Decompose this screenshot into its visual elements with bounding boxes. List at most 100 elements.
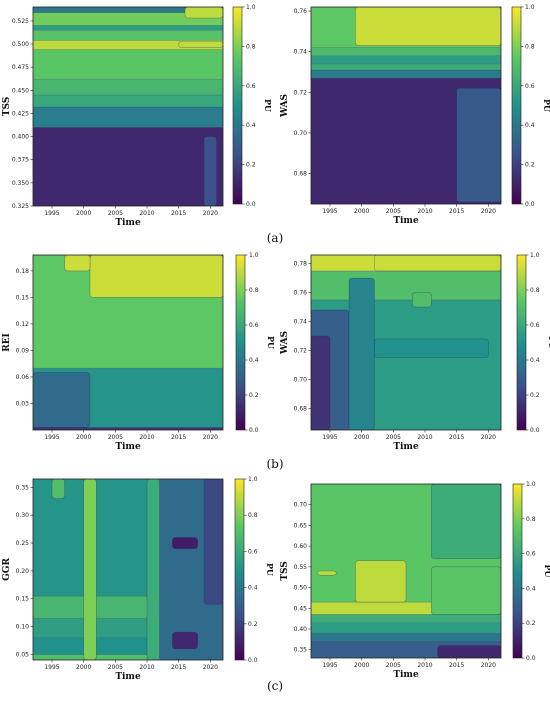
heatmap-patch [431, 566, 501, 615]
heatmap-patch [146, 479, 160, 660]
y-tick-label: 0.74 [294, 49, 308, 56]
x-tick-label: 2015 [171, 664, 186, 671]
colorbar-tick-label: 0.8 [525, 43, 535, 50]
heatmap-panel-1: 1995 2000 2005 2010 2015 2020 0.325 0.350 0.375 0… [2, 6, 224, 228]
y-tick-label: 0.475 [12, 64, 29, 71]
colorbar: 0.0 0.2 0.4 0.6 0.8 1.0 PU [232, 4, 273, 208]
x-tick-label: 2015 [171, 434, 186, 441]
colorbar-tick-label: 0.8 [530, 287, 540, 294]
colorbar-tick-label: 0.2 [526, 620, 536, 627]
heatmap-patch [311, 335, 331, 430]
heatmap-patch [437, 645, 501, 658]
colorbar-tick-label: 0.0 [248, 657, 258, 664]
heatmap-patch [374, 338, 489, 358]
heatmap-patch [64, 255, 91, 272]
x-tick-label: 2005 [108, 210, 123, 217]
heatmap-patch [355, 7, 501, 46]
heatmap-panel-4: 1995 2000 2005 2010 2015 2020 0.68 0.70 0.72 0.74… [280, 254, 502, 452]
heatmap-patch [178, 40, 223, 49]
x-axis-label: Time [393, 670, 419, 680]
y-tick-label: 0.35 [16, 484, 30, 491]
colorbar-label: PU [547, 336, 550, 349]
y-tick-label: 0.325 [12, 203, 29, 210]
colorbar-tick-label: 0.4 [248, 585, 258, 592]
y-tick-label: 0.400 [12, 134, 29, 141]
colorbar-label: PU [263, 99, 273, 112]
heatmap-band [33, 78, 223, 96]
plot-frame [32, 478, 224, 661]
x-tick-label: 2010 [417, 434, 432, 441]
y-tick-label: 0.78 [294, 261, 308, 268]
y-tick-label: 0.06 [16, 374, 30, 381]
colorbar-tick-label: 1.0 [249, 252, 259, 259]
x-tick-label: 2005 [108, 664, 123, 671]
x-tick-label: 2020 [481, 208, 496, 215]
y-tick-label: 0.74 [294, 319, 308, 326]
colorbar-tick-label: 0.8 [246, 43, 256, 50]
heatmap-patch [456, 87, 501, 203]
heatmap-panel-3: 1995 2000 2005 2010 2015 2020 0.03 0.06 0.09 0.12… [2, 254, 224, 452]
x-tick-label: 2005 [108, 434, 123, 441]
y-tick-label: 0.60 [294, 543, 308, 550]
y-tick-label: 0.50 [294, 585, 308, 592]
plot-frame [310, 483, 502, 659]
heatmap-band [311, 63, 501, 71]
heatmap-band [33, 127, 223, 206]
heatmap-band [33, 106, 223, 128]
heatmap-patch [172, 631, 198, 650]
colorbar-tick-label: 1.0 [246, 4, 256, 11]
colorbar-label: PU [265, 563, 275, 576]
y-tick-label: 0.10 [16, 624, 30, 631]
y-tick-label: 0.72 [294, 89, 308, 96]
y-tick-label: 0.68 [294, 171, 308, 178]
y-axis-label: REI [2, 333, 12, 352]
y-tick-label: 0.450 [12, 87, 29, 94]
y-tick-label: 0.76 [294, 290, 308, 297]
plot-frame [310, 6, 502, 205]
x-tick-label: 2020 [203, 664, 218, 671]
y-tick-label: 0.12 [16, 321, 30, 328]
heatmap-patch [51, 479, 65, 499]
x-tick-label: 2010 [417, 662, 432, 669]
x-tick-label: 2020 [203, 210, 218, 217]
heatmap-patch [203, 479, 223, 605]
y-tick-label: 0.25 [16, 540, 30, 547]
colorbar-tick-label: 0.8 [249, 287, 259, 294]
panel-label: (c) [267, 679, 283, 693]
colorbar-tick-label: 1.0 [525, 4, 535, 11]
x-tick-label: 2000 [76, 210, 91, 217]
colorbar: 0.0 0.2 0.4 0.6 0.8 1.0 PU [234, 476, 275, 664]
heatmap-band [311, 622, 501, 634]
y-tick-label: 0.525 [12, 18, 29, 25]
heatmap-patch [184, 7, 223, 19]
y-tick-label: 0.30 [16, 512, 30, 519]
heatmap-patch [348, 277, 375, 430]
x-tick-label: 2010 [139, 434, 154, 441]
colorbar-tick-label: 0.4 [246, 122, 256, 129]
y-tick-label: 0.35 [294, 647, 308, 654]
colorbar-tick-label: 0.2 [246, 162, 256, 169]
heatmap-band [33, 7, 223, 13]
y-tick-label: 0.40 [294, 626, 308, 633]
plot-frame [32, 254, 224, 431]
x-tick-label: 2010 [139, 664, 154, 671]
x-tick-label: 2000 [354, 434, 369, 441]
colorbar-tick-label: 0.2 [530, 392, 540, 399]
colorbar-tick-label: 0.2 [248, 621, 258, 628]
heatmap-panel-6: 1995 2000 2005 2010 2015 2020 0.35 0.40 0.45 0.50… [280, 483, 502, 680]
x-tick-label: 2015 [449, 434, 464, 441]
heatmap-band [311, 55, 501, 65]
y-tick-label: 0.65 [294, 522, 308, 529]
y-tick-label: 0.70 [294, 502, 308, 509]
heatmap-band [311, 69, 501, 79]
y-tick-label: 0.18 [16, 268, 30, 275]
colorbar-label: PU [542, 99, 550, 112]
colorbar-label: PU [543, 565, 550, 578]
colorbar-tick-label: 0.0 [246, 201, 256, 208]
heatmap-patch [317, 570, 337, 576]
colorbar-tick-label: 1.0 [530, 252, 540, 259]
colorbar-tick-label: 0.4 [249, 357, 259, 364]
x-axis-label: Time [115, 442, 141, 452]
colorbar-tick-label: 0.0 [525, 201, 535, 208]
